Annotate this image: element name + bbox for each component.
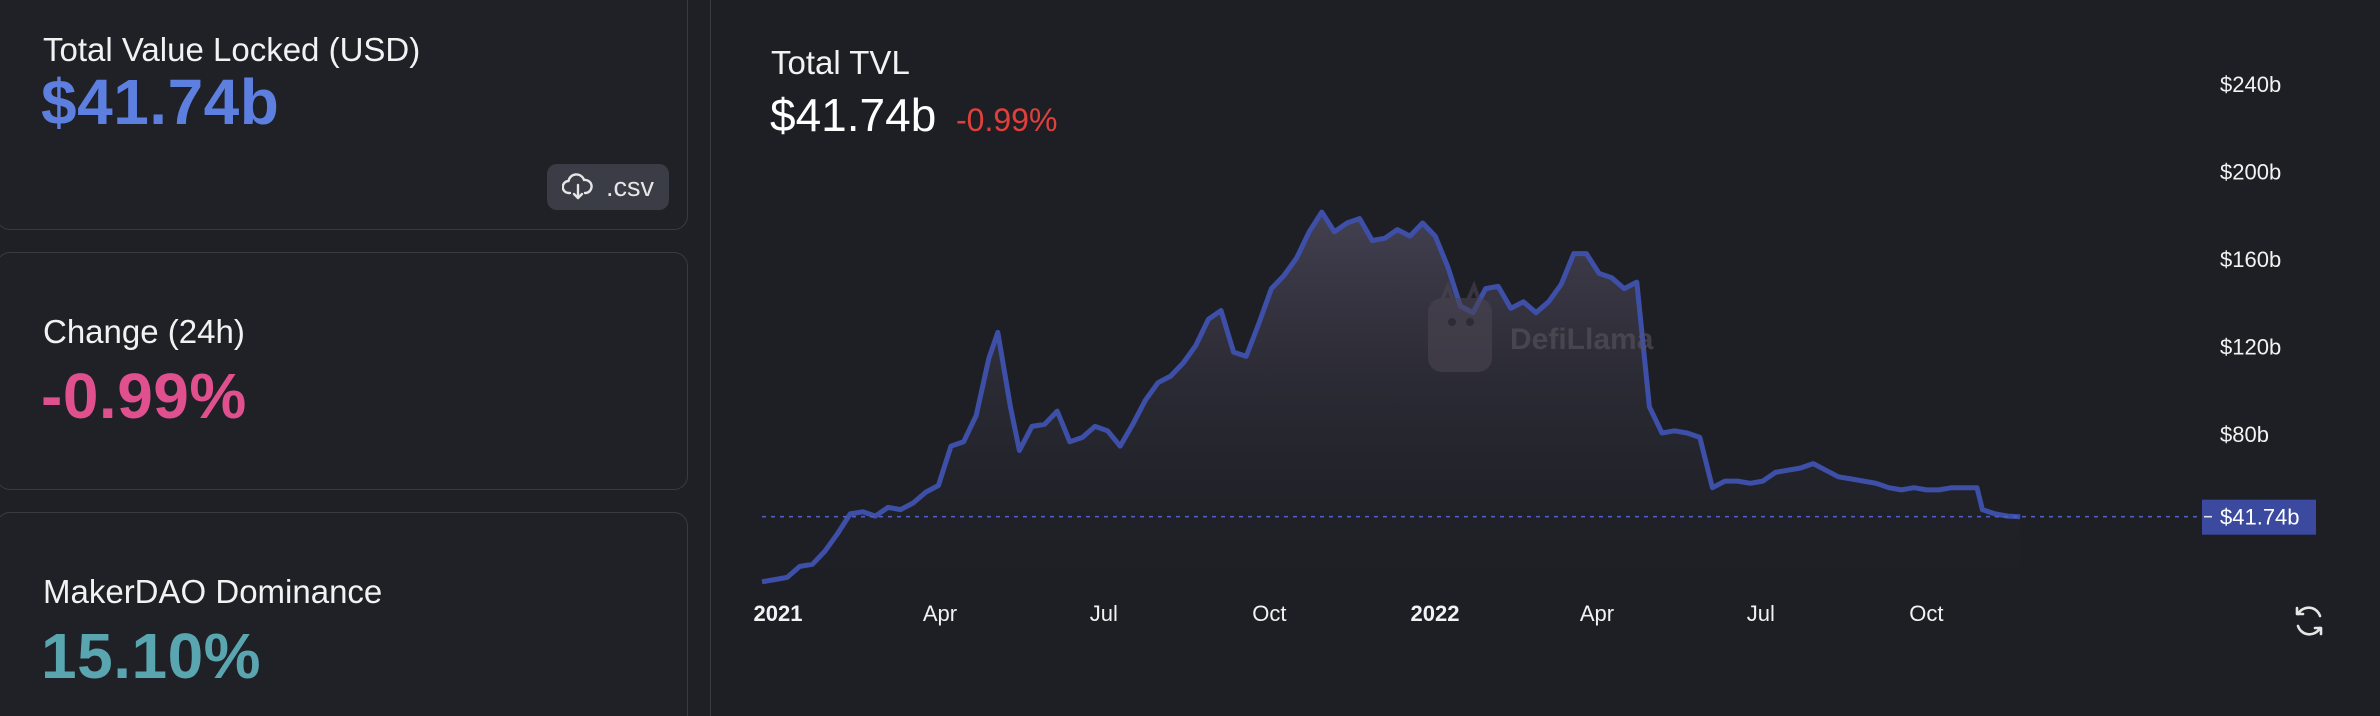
watermark-text: DefiLlama — [1510, 323, 1654, 356]
refresh-button[interactable] — [2290, 602, 2328, 640]
x-tick-label: Apr — [1580, 601, 1614, 626]
x-tick-label: 2022 — [1411, 601, 1460, 626]
y-tick-label: $160b — [2220, 247, 2281, 272]
current-value-badge — [2202, 499, 2316, 535]
dominance-label: MakerDAO Dominance — [43, 573, 383, 610]
current-value-label: $41.74b — [2220, 505, 2300, 530]
x-tick-label: Jul — [1090, 601, 1118, 626]
x-tick-label: Oct — [1252, 601, 1286, 626]
tvl-line — [761, 209, 2021, 585]
change-label: Change (24h) — [43, 313, 245, 350]
chart-change: -0.99% — [956, 102, 1058, 138]
tvl-area — [762, 212, 2021, 582]
defillama-watermark: DefiLlama — [1428, 280, 1654, 372]
change-card: Change (24h) -0.99% — [0, 252, 688, 490]
cloud-download-icon — [561, 173, 593, 200]
y-tick-label: $120b — [2220, 335, 2281, 360]
x-tick-label: Jul — [1747, 601, 1775, 626]
tvl-card: Total Value Locked (USD) $41.74b .csv — [0, 0, 688, 230]
y-tick-label: $80b — [2220, 422, 2269, 447]
y-tick-label: $200b — [2220, 160, 2281, 185]
y-tick-label: $240b — [2220, 72, 2281, 97]
x-tick-label: Apr — [923, 601, 957, 626]
dominance-value: 15.10% — [41, 620, 262, 692]
csv-button-label: .csv — [605, 171, 654, 202]
chart-title: Total TVL — [771, 44, 910, 81]
x-tick-label: Oct — [1909, 601, 1943, 626]
tvl-label: Total Value Locked (USD) — [43, 31, 421, 68]
chart-current-value: $41.74b — [770, 89, 937, 141]
x-tick-label: 2021 — [754, 601, 803, 626]
change-value: -0.99% — [41, 360, 247, 432]
csv-download-button[interactable]: .csv — [547, 164, 669, 210]
tvl-value: $41.74b — [41, 66, 280, 138]
llama-logo-icon — [1428, 280, 1492, 372]
refresh-icon — [2295, 606, 2323, 636]
dominance-card: MakerDAO Dominance 15.10% — [0, 512, 688, 716]
